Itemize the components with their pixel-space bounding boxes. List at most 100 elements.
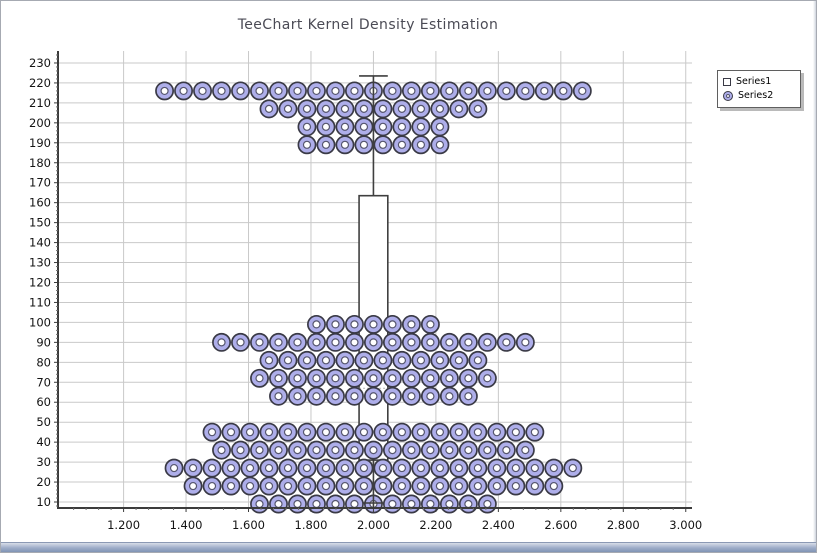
point-hole	[331, 86, 340, 96]
point-hole	[473, 356, 482, 365]
point-hole	[378, 428, 388, 437]
point-hole	[378, 122, 388, 131]
point-hole	[274, 499, 283, 509]
scatter-point	[259, 422, 279, 442]
point-hole	[473, 481, 482, 491]
scatter-point	[221, 458, 241, 478]
scatter-point	[373, 117, 393, 137]
scatter-point	[468, 99, 488, 119]
scatter-point	[544, 458, 564, 478]
scatter-point	[183, 458, 203, 478]
point-hole	[245, 428, 255, 437]
scatter-point	[250, 440, 269, 460]
scatter-point	[202, 476, 222, 496]
point-hole	[321, 356, 331, 365]
point-hole	[568, 463, 577, 473]
scatter-point	[363, 440, 383, 460]
scatter-point	[335, 458, 355, 478]
scatter-point	[250, 494, 269, 514]
scatter-point	[363, 332, 383, 352]
y-tick-label: 230	[29, 56, 51, 70]
y-tick-label: 50	[36, 415, 51, 429]
point-hole	[359, 481, 369, 491]
scatter-point	[250, 332, 269, 352]
y-tick-label: 130	[29, 256, 51, 270]
scatter-point	[326, 386, 345, 406]
scatter-point	[506, 476, 526, 496]
point-hole	[388, 392, 397, 401]
point-hole	[350, 86, 359, 96]
point-hole	[293, 499, 302, 509]
scatter-point	[401, 368, 421, 388]
scatter-point	[354, 117, 374, 137]
scatter-point	[468, 350, 488, 370]
scatter-point	[354, 135, 374, 155]
scatter-point	[307, 386, 326, 406]
point-hole	[283, 463, 293, 473]
scatter-point	[316, 350, 336, 370]
point-hole	[321, 481, 331, 491]
scatter-point	[439, 81, 459, 101]
point-hole	[359, 104, 369, 113]
point-hole	[340, 481, 350, 491]
scatter-point	[506, 458, 526, 478]
point-hole	[302, 481, 312, 491]
point-hole	[473, 428, 482, 437]
series1-whiskers	[359, 75, 388, 510]
point-hole	[264, 428, 274, 437]
point-hole	[426, 86, 435, 96]
x-tick-label: 2.600	[544, 518, 577, 532]
point-hole	[388, 86, 397, 96]
point-hole	[426, 499, 435, 509]
point-hole	[331, 392, 340, 401]
y-tick-label: 100	[29, 315, 51, 329]
point-hole	[530, 481, 539, 491]
point-hole	[255, 499, 264, 509]
scatter-point	[231, 332, 250, 352]
scatter-point	[382, 81, 402, 101]
point-hole	[464, 374, 473, 383]
scatter-point	[420, 332, 440, 352]
point-hole	[454, 428, 463, 437]
point-hole	[378, 481, 388, 491]
scatter-point	[344, 440, 364, 460]
point-hole	[312, 499, 321, 509]
scatter-point	[363, 386, 383, 406]
scatter-point	[401, 81, 421, 101]
point-hole	[426, 392, 435, 401]
y-tick-label: 170	[29, 176, 51, 190]
scatter-point	[392, 135, 412, 155]
scatter-point	[496, 81, 516, 101]
scatter-point	[288, 368, 307, 388]
point-hole	[407, 86, 416, 96]
point-hole	[331, 499, 340, 509]
y-tick-label: 180	[29, 156, 51, 170]
point-hole	[492, 428, 501, 437]
point-hole	[483, 374, 492, 383]
scatter-point	[411, 422, 431, 442]
window-bottom-edge	[1, 542, 816, 552]
scatter-point	[269, 368, 288, 388]
scatter-point	[250, 81, 269, 101]
scatter-point	[269, 440, 288, 460]
scatter-point	[344, 81, 364, 101]
scatter-point	[477, 332, 497, 352]
point-hole	[302, 104, 312, 113]
scatter-point	[221, 476, 241, 496]
scatter-point	[496, 440, 516, 460]
scatter-point	[449, 422, 469, 442]
scatter-point	[259, 476, 279, 496]
point-hole	[274, 86, 283, 96]
scatter-point	[250, 368, 269, 388]
point-hole	[264, 104, 274, 113]
scatter-point	[430, 476, 450, 496]
point-hole	[340, 140, 350, 149]
point-hole	[378, 140, 388, 149]
point-hole	[445, 374, 454, 383]
point-hole	[435, 140, 444, 149]
point-hole	[255, 338, 264, 347]
point-hole	[359, 463, 369, 473]
point-hole	[207, 463, 217, 473]
scatter-point	[326, 440, 345, 460]
scatter-point	[411, 350, 431, 370]
